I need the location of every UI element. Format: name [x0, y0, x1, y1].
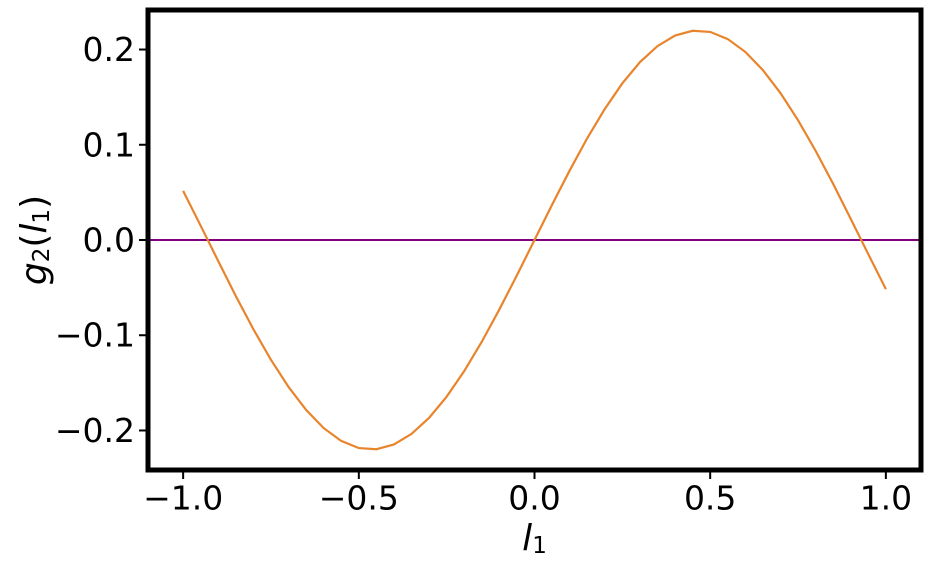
curve	[182, 29, 887, 451]
x-tick-label: 0.0	[508, 479, 560, 518]
label-text: (	[14, 234, 55, 248]
y-tick-label: −0.2	[55, 411, 135, 450]
x-tick-label: −1.0	[143, 479, 223, 518]
y-tick-label: 0.0	[83, 221, 135, 260]
y-axis-label: g2(l1)	[14, 195, 55, 285]
label-text: l	[14, 224, 55, 234]
y-tick-label: 0.1	[83, 125, 135, 164]
x-axis-label: l1	[522, 518, 547, 559]
label-text: )	[14, 195, 55, 209]
y-tick-label: −0.1	[55, 316, 135, 355]
x-tick-label: −0.5	[319, 479, 399, 518]
label-subscript: 1	[532, 533, 547, 559]
label-text: l	[522, 518, 532, 559]
x-tick-label: 1.0	[860, 479, 912, 518]
y-tick-label: 0.2	[83, 30, 135, 69]
label-text: g	[14, 262, 55, 285]
label-subscript: 1	[29, 209, 55, 224]
label-subscript: 2	[29, 248, 55, 263]
x-tick-label: 0.5	[684, 479, 736, 518]
plot-frame	[145, 7, 924, 473]
